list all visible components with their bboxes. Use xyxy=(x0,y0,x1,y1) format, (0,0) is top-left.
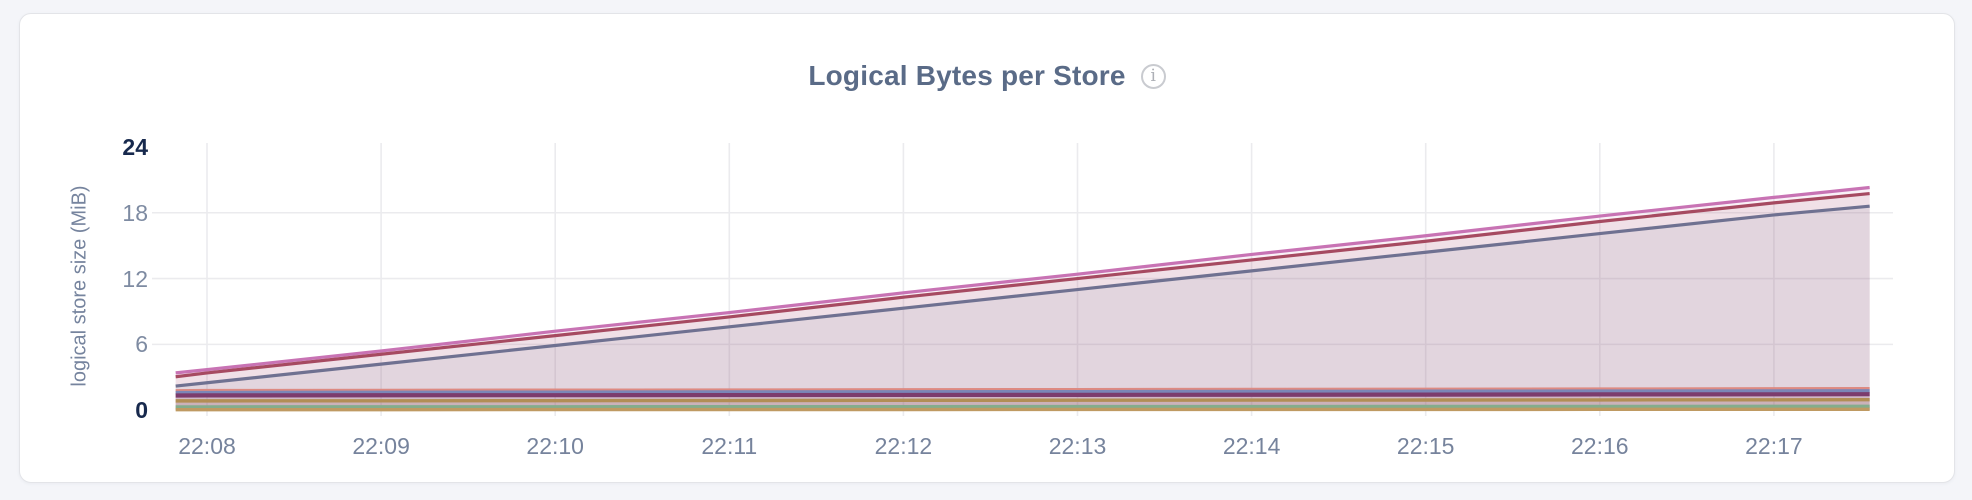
series-line-series-2[interactable] xyxy=(175,191,1870,379)
series-line-series-1[interactable] xyxy=(175,185,1870,375)
x-tick-label: 22:16 xyxy=(1571,433,1629,459)
chart-title: Logical Bytes per Store xyxy=(808,60,1126,91)
y-tick-label: 24 xyxy=(122,133,148,160)
area-fill-series-3 xyxy=(175,206,1870,411)
chart-header: Logical Bytes per Store i xyxy=(20,60,1954,92)
x-tick-label: 22:08 xyxy=(178,433,236,459)
y-tick-label: 12 xyxy=(122,265,148,292)
x-tick-label: 22:15 xyxy=(1396,433,1455,459)
area-fill-series-1 xyxy=(175,187,1870,411)
x-tick-label: 22:13 xyxy=(1048,433,1107,459)
series-line-series-8[interactable] xyxy=(175,404,1870,409)
x-tick-label: 22:10 xyxy=(526,433,584,459)
x-tick-label: 22:11 xyxy=(701,433,758,459)
series-line-series-7[interactable] xyxy=(175,397,1870,403)
y-tick-label: 18 xyxy=(122,199,148,226)
series-line-series-5[interactable] xyxy=(175,389,1870,395)
x-tick-label: 22:12 xyxy=(874,433,933,459)
y-tick-label: 6 xyxy=(135,331,148,358)
metric-chart-card: Logical Bytes per Store i logical store … xyxy=(19,13,1955,483)
series-line-series-4[interactable] xyxy=(175,386,1870,392)
series-line-series-6[interactable] xyxy=(175,392,1870,398)
x-tick-label: 22:14 xyxy=(1222,433,1281,459)
area-fill-series-2 xyxy=(175,193,1870,411)
y-tick-label: 0 xyxy=(135,397,148,424)
x-tick-label: 22:17 xyxy=(1745,433,1803,459)
x-tick-label: 22:09 xyxy=(352,433,410,459)
series-line-series-3[interactable] xyxy=(175,204,1870,388)
info-icon[interactable]: i xyxy=(1140,63,1166,89)
